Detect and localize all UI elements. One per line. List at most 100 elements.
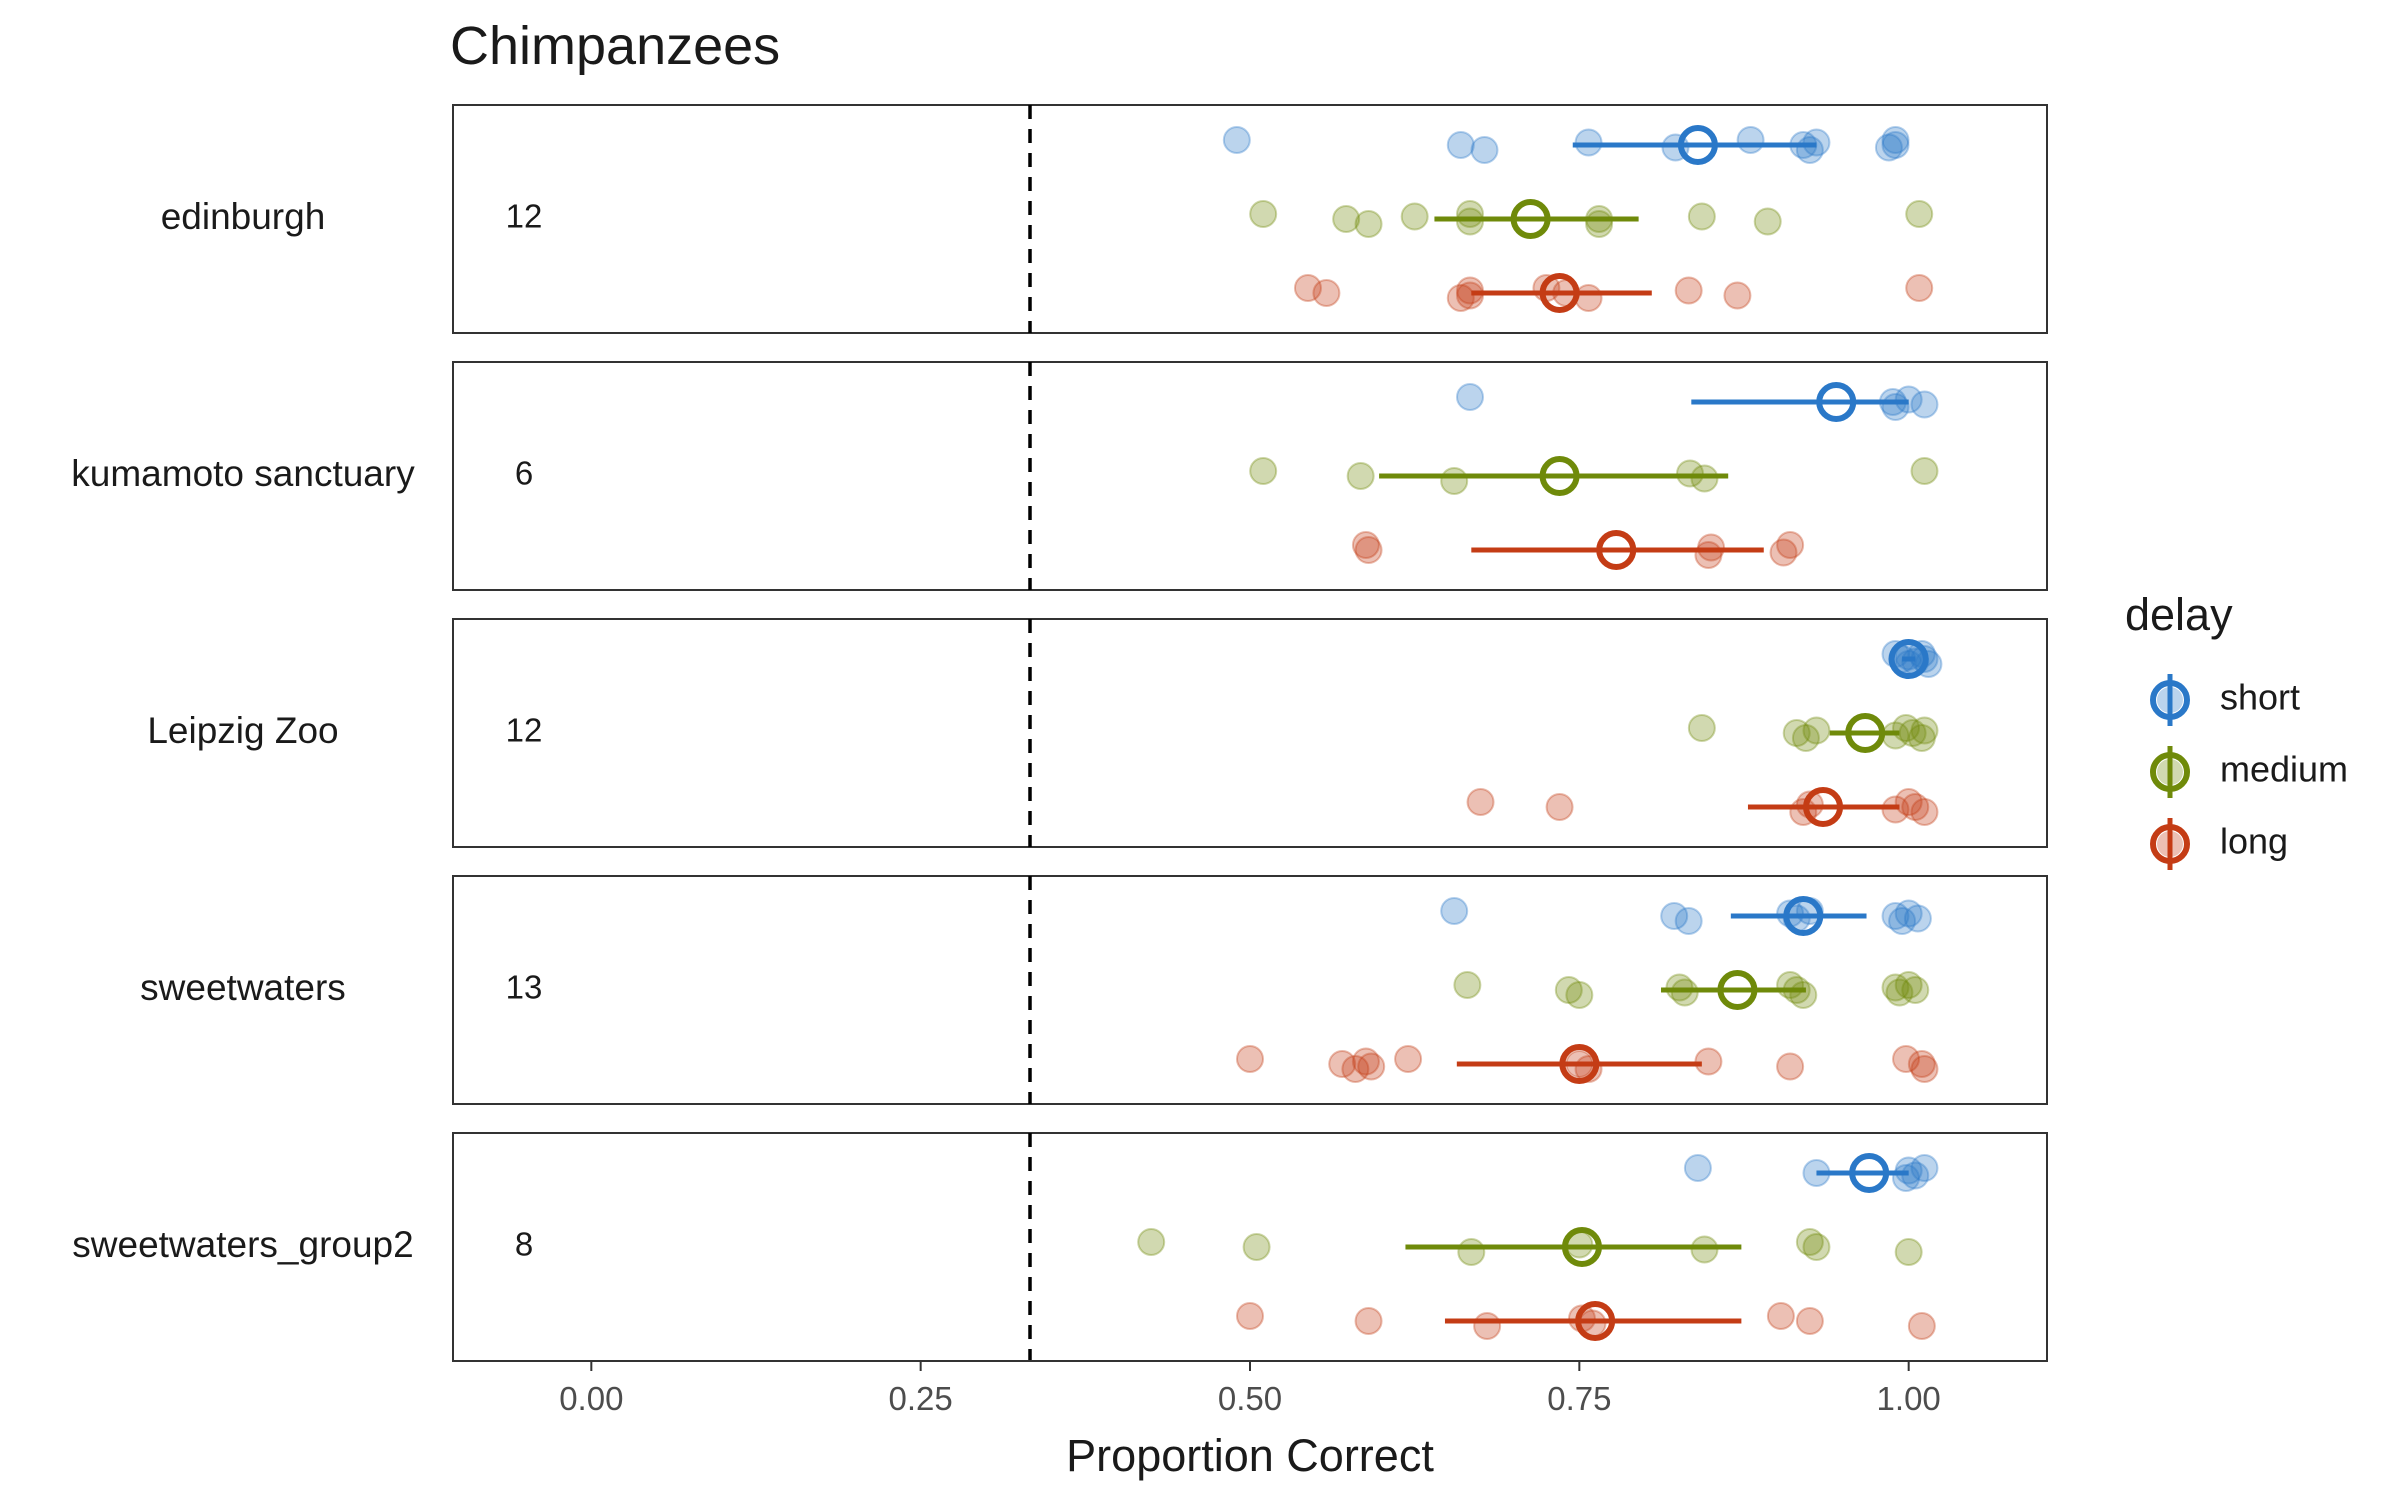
data-point-long bbox=[1357, 1052, 1386, 1081]
data-point-short bbox=[1222, 126, 1251, 154]
data-point-short bbox=[1736, 126, 1765, 154]
mean-marker-long bbox=[1596, 530, 1637, 570]
data-point-short bbox=[1455, 383, 1484, 411]
mean-marker-short bbox=[1816, 382, 1857, 422]
data-point-short bbox=[1910, 1154, 1939, 1182]
x-tick-label: 0.75 bbox=[1547, 1380, 1611, 1417]
data-point-long bbox=[1776, 1052, 1805, 1081]
x-axis-title: Proportion Correct bbox=[1066, 1430, 1434, 1481]
data-point-short bbox=[1674, 907, 1703, 935]
data-point-medium bbox=[1242, 1233, 1271, 1261]
data-point-short bbox=[1446, 131, 1475, 159]
legend-key-point bbox=[2157, 687, 2183, 713]
panel-sweetwaters: sweetwaters 13 bbox=[140, 875, 2048, 1105]
data-point-long bbox=[1907, 1312, 1936, 1340]
x-tick-label: 1.00 bbox=[1877, 1380, 1941, 1417]
data-point-medium bbox=[1332, 205, 1361, 233]
data-point-short bbox=[1881, 131, 1910, 159]
data-point-long bbox=[1446, 284, 1475, 312]
mean-marker-medium bbox=[1845, 713, 1886, 753]
data-point-long bbox=[1394, 1045, 1423, 1073]
data-point-long bbox=[1905, 274, 1934, 302]
data-point-long bbox=[1328, 1050, 1357, 1078]
data-point-medium bbox=[1782, 719, 1811, 747]
data-point-long bbox=[1776, 531, 1805, 559]
data-point-long bbox=[1769, 538, 1798, 567]
data-point-short bbox=[1881, 902, 1910, 930]
data-point-long bbox=[1574, 284, 1603, 312]
legend-key-marker bbox=[2150, 752, 2190, 792]
data-point-long bbox=[1892, 1045, 1921, 1073]
data-point-medium bbox=[1585, 210, 1614, 238]
data-point-long bbox=[1351, 531, 1380, 559]
mean-marker-long bbox=[1575, 1301, 1616, 1341]
data-point-medium bbox=[1554, 976, 1583, 1004]
data-point-medium bbox=[1892, 714, 1921, 742]
data-point-short bbox=[1881, 126, 1910, 154]
data-point-medium bbox=[1910, 457, 1939, 485]
data-point-long bbox=[1312, 279, 1341, 307]
legend-title: delay bbox=[2125, 589, 2233, 640]
data-point-long bbox=[1894, 788, 1923, 816]
n-count-label: 12 bbox=[506, 712, 543, 749]
n-count-label: 6 bbox=[515, 455, 533, 492]
x-axis: 0.00 0.25 0.50 0.75 1.00 bbox=[453, 1360, 2047, 1417]
legend-key-medium bbox=[2150, 746, 2190, 798]
data-point-medium bbox=[1881, 973, 1910, 1002]
data-point-medium bbox=[1346, 462, 1375, 490]
data-point-long bbox=[1723, 281, 1752, 310]
data-point-medium bbox=[1901, 976, 1930, 1004]
panel-frame bbox=[452, 618, 2048, 848]
data-point-medium bbox=[1453, 971, 1482, 999]
data-point-long bbox=[1674, 276, 1703, 305]
data-point-short bbox=[1440, 897, 1469, 925]
data-point-long bbox=[1766, 1302, 1795, 1330]
site-label: edinburgh bbox=[161, 196, 326, 237]
legend-label-short: short bbox=[2220, 677, 2300, 718]
legend-key-long bbox=[2150, 818, 2190, 870]
data-point-short bbox=[1903, 904, 1932, 933]
data-point-long bbox=[1466, 788, 1495, 816]
data-point-medium bbox=[1249, 200, 1278, 228]
legend-key-marker bbox=[2150, 680, 2190, 720]
data-point-medium bbox=[1894, 1238, 1923, 1266]
data-point-medium bbox=[1894, 971, 1923, 999]
data-point-medium bbox=[1137, 1228, 1166, 1256]
n-count-label: 13 bbox=[506, 969, 543, 1006]
panel-frame bbox=[452, 361, 2048, 591]
site-label: kumamoto sanctuary bbox=[71, 453, 415, 494]
panel-frame bbox=[452, 104, 2048, 334]
data-point-short bbox=[1660, 902, 1689, 930]
mean-marker-medium bbox=[1510, 199, 1551, 239]
data-point-long bbox=[1341, 1055, 1370, 1083]
data-point-medium bbox=[1910, 716, 1939, 745]
mean-marker-long bbox=[1803, 787, 1844, 827]
data-point-medium bbox=[1802, 716, 1831, 745]
data-point-long bbox=[1236, 1302, 1264, 1330]
data-point-medium bbox=[1795, 1228, 1824, 1256]
data-point-medium bbox=[1791, 724, 1820, 752]
mean-marker-medium bbox=[1717, 970, 1758, 1010]
mean-marker-long bbox=[1539, 273, 1580, 313]
site-label: sweetwaters bbox=[140, 967, 346, 1008]
legend-key-point bbox=[2157, 759, 2183, 785]
data-point-medium bbox=[1687, 202, 1716, 231]
legend-key-point bbox=[2157, 831, 2183, 857]
data-point-long bbox=[1354, 536, 1383, 564]
panel-edinburgh: edinburgh 12 bbox=[161, 104, 2048, 334]
panel-frame bbox=[452, 875, 2048, 1105]
data-point-medium bbox=[1354, 210, 1383, 238]
x-tick-label: 0.50 bbox=[1218, 1380, 1282, 1417]
data-point-medium bbox=[1457, 1238, 1486, 1266]
chart-title: Chimpanzees bbox=[450, 16, 780, 76]
data-point-long bbox=[1293, 274, 1322, 302]
data-point-short bbox=[1683, 1154, 1712, 1182]
data-point-medium bbox=[1802, 1233, 1831, 1261]
facet-panels: edinburgh 12 kumamoto sanctuary 6 Leipzig Zo… bbox=[71, 104, 2048, 1362]
mean-marker-long bbox=[1559, 1044, 1600, 1084]
mean-marker-medium bbox=[1561, 1227, 1602, 1267]
data-point-medium bbox=[1249, 457, 1278, 485]
site-label: sweetwaters_group2 bbox=[72, 1224, 413, 1265]
mean-marker-short bbox=[1783, 896, 1824, 936]
